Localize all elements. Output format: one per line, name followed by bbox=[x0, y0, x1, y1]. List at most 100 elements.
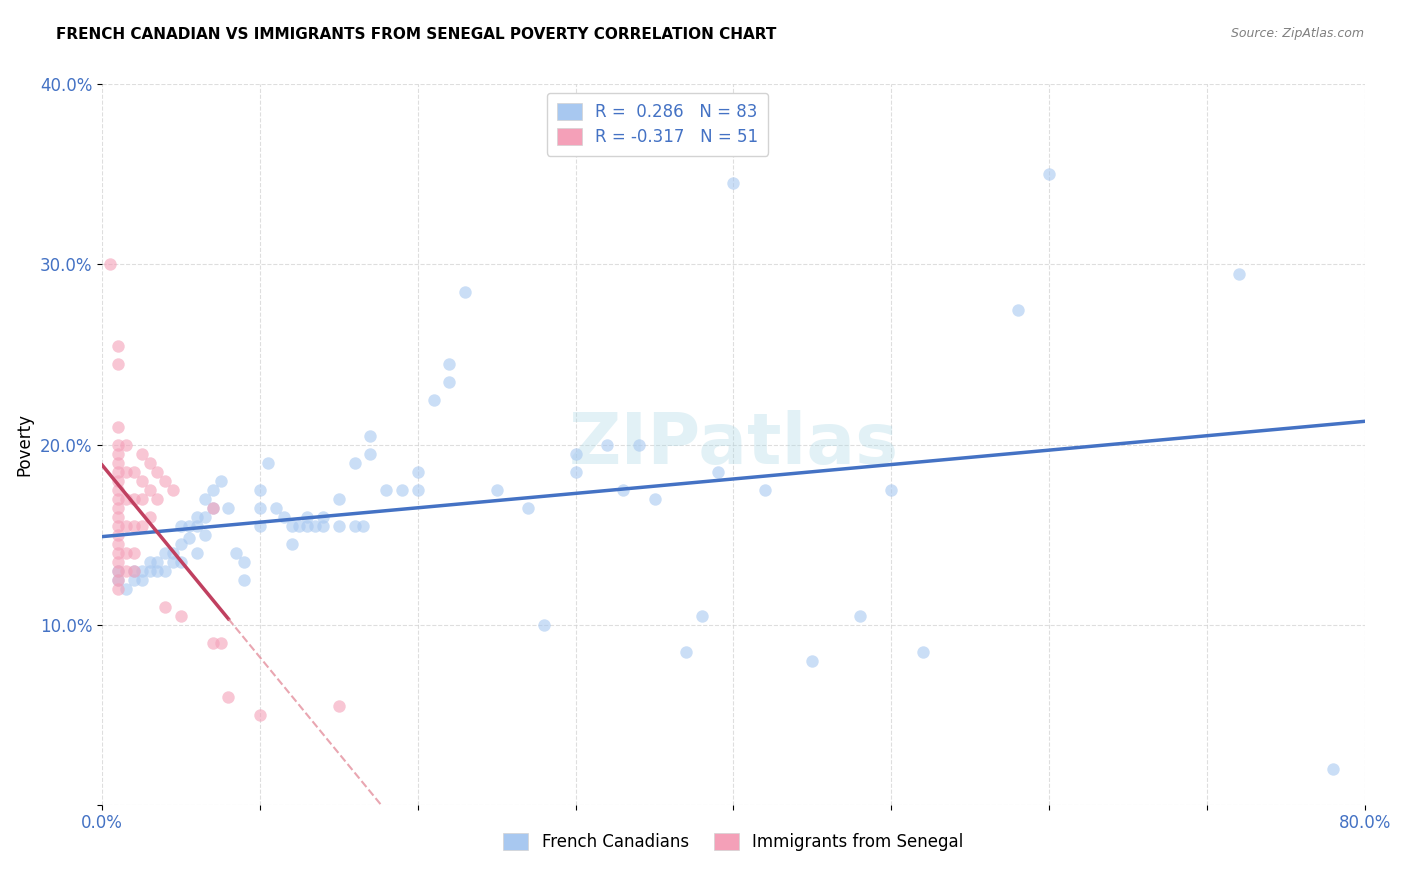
Point bbox=[754, 483, 776, 497]
Point bbox=[107, 518, 129, 533]
Point bbox=[359, 428, 381, 442]
Legend: R =  0.286   N = 83, R = -0.317   N = 51: R = 0.286 N = 83, R = -0.317 N = 51 bbox=[547, 93, 769, 156]
Point bbox=[177, 531, 200, 545]
Point bbox=[122, 465, 145, 479]
Text: Source: ZipAtlas.com: Source: ZipAtlas.com bbox=[1230, 27, 1364, 40]
Y-axis label: Poverty: Poverty bbox=[15, 413, 32, 476]
Point bbox=[107, 564, 129, 578]
Point bbox=[138, 564, 160, 578]
Point bbox=[122, 564, 145, 578]
Point bbox=[201, 483, 224, 497]
Point bbox=[194, 527, 217, 541]
Point bbox=[217, 690, 239, 704]
Point bbox=[249, 518, 271, 533]
Point bbox=[155, 564, 177, 578]
Point bbox=[328, 518, 350, 533]
Point bbox=[107, 357, 129, 371]
Point bbox=[439, 357, 461, 371]
Point bbox=[596, 437, 619, 451]
Point bbox=[162, 483, 184, 497]
Point bbox=[107, 500, 129, 515]
Point bbox=[627, 437, 650, 451]
Point bbox=[328, 698, 350, 713]
Point bbox=[122, 518, 145, 533]
Point bbox=[422, 392, 444, 407]
Point bbox=[352, 518, 374, 533]
Point bbox=[801, 654, 824, 668]
Point bbox=[209, 635, 232, 649]
Point bbox=[155, 599, 177, 614]
Point bbox=[107, 546, 129, 560]
Point bbox=[312, 518, 335, 533]
Point bbox=[107, 527, 129, 541]
Point bbox=[115, 491, 138, 506]
Point bbox=[201, 635, 224, 649]
Point bbox=[131, 573, 153, 587]
Point bbox=[155, 474, 177, 488]
Point bbox=[131, 474, 153, 488]
Point bbox=[138, 509, 160, 524]
Point bbox=[644, 491, 666, 506]
Point bbox=[564, 465, 586, 479]
Point bbox=[280, 518, 302, 533]
Point bbox=[146, 564, 169, 578]
Point bbox=[107, 483, 129, 497]
Point bbox=[359, 446, 381, 460]
Point bbox=[107, 509, 129, 524]
Point bbox=[194, 491, 217, 506]
Point bbox=[723, 177, 745, 191]
Point bbox=[162, 555, 184, 569]
Point bbox=[1007, 302, 1029, 317]
Point bbox=[848, 608, 870, 623]
Point bbox=[107, 536, 129, 550]
Point bbox=[1038, 168, 1060, 182]
Point bbox=[115, 518, 138, 533]
Point bbox=[107, 555, 129, 569]
Point bbox=[186, 546, 208, 560]
Point bbox=[1227, 267, 1250, 281]
Point bbox=[107, 437, 129, 451]
Point bbox=[107, 491, 129, 506]
Point bbox=[122, 573, 145, 587]
Point bbox=[1322, 762, 1344, 776]
Point bbox=[911, 645, 934, 659]
Point bbox=[131, 564, 153, 578]
Point bbox=[485, 483, 508, 497]
Point bbox=[454, 285, 477, 299]
Point bbox=[288, 518, 311, 533]
Point bbox=[146, 465, 169, 479]
Point bbox=[122, 564, 145, 578]
Point bbox=[131, 518, 153, 533]
Point bbox=[273, 509, 295, 524]
Point bbox=[122, 546, 145, 560]
Point bbox=[675, 645, 697, 659]
Point bbox=[297, 518, 319, 533]
Point bbox=[391, 483, 413, 497]
Point bbox=[115, 546, 138, 560]
Point bbox=[162, 546, 184, 560]
Point bbox=[343, 518, 366, 533]
Point bbox=[249, 500, 271, 515]
Point bbox=[194, 509, 217, 524]
Point bbox=[146, 491, 169, 506]
Point bbox=[406, 483, 429, 497]
Point bbox=[155, 546, 177, 560]
Point bbox=[131, 446, 153, 460]
Point bbox=[690, 608, 713, 623]
Point bbox=[107, 446, 129, 460]
Point bbox=[706, 465, 728, 479]
Point bbox=[107, 456, 129, 470]
Point bbox=[249, 483, 271, 497]
Point bbox=[612, 483, 634, 497]
Point bbox=[107, 474, 129, 488]
Point bbox=[564, 446, 586, 460]
Point bbox=[533, 617, 555, 632]
Point bbox=[249, 707, 271, 722]
Point bbox=[107, 564, 129, 578]
Point bbox=[107, 338, 129, 352]
Point bbox=[131, 491, 153, 506]
Point bbox=[264, 500, 287, 515]
Point bbox=[98, 258, 121, 272]
Point bbox=[186, 518, 208, 533]
Point bbox=[115, 564, 138, 578]
